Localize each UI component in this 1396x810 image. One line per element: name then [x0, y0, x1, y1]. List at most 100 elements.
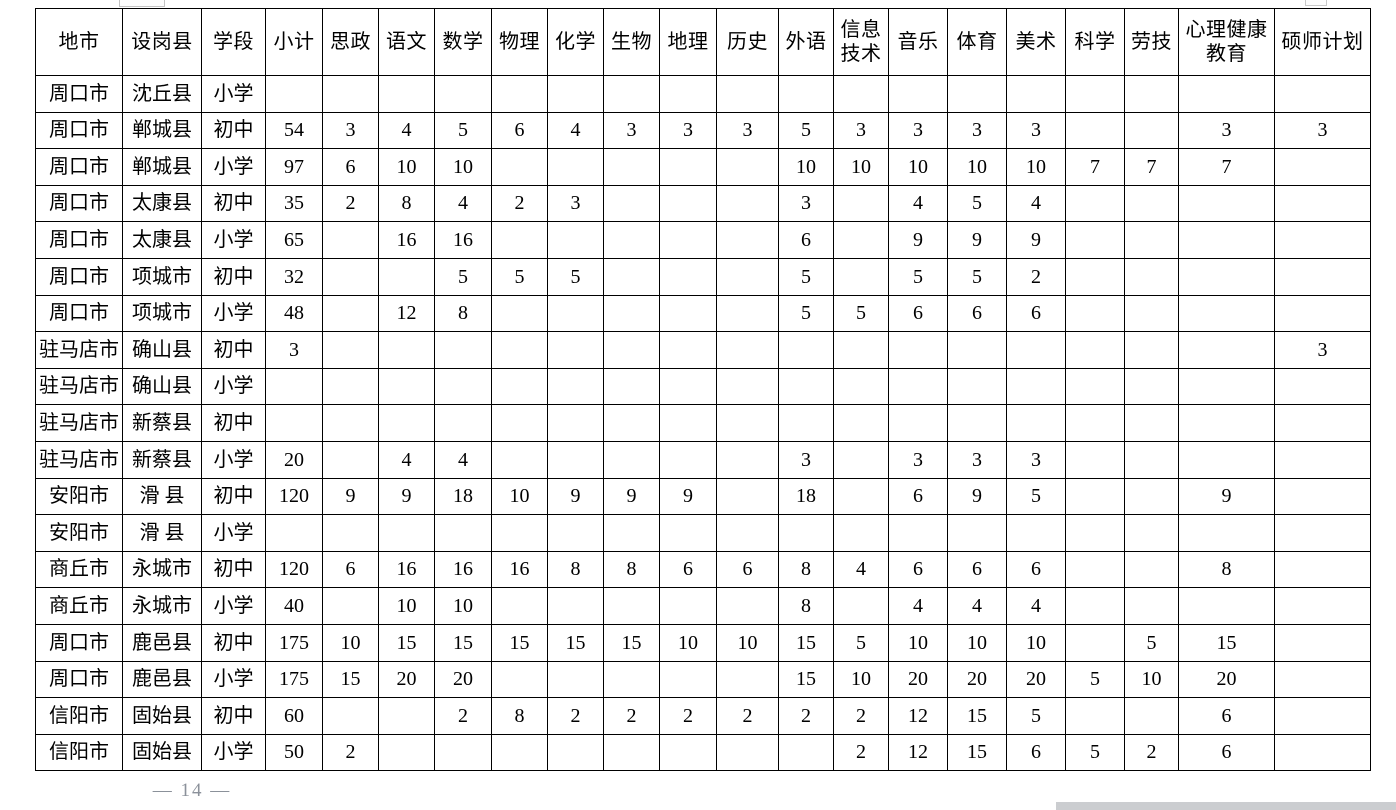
table-cell: 3 — [947, 440, 1007, 479]
table-cell: 3 — [547, 184, 604, 223]
table-cell: 20 — [1178, 660, 1275, 699]
table-cell — [434, 404, 492, 442]
table-cell: 60 — [265, 697, 323, 735]
table-cell: 驻马店市 — [35, 404, 123, 442]
table-cell: 18 — [434, 477, 492, 516]
table-cell — [659, 257, 717, 296]
table-cell: 120 — [265, 477, 323, 516]
table-cell — [1274, 367, 1371, 406]
table-cell — [547, 440, 604, 479]
table-cell — [1124, 294, 1179, 333]
table-cell: 10 — [378, 148, 435, 186]
table-cell — [716, 404, 779, 442]
table-cell: 9 — [322, 477, 379, 516]
table-cell: 10 — [888, 148, 948, 186]
table-cell — [378, 367, 435, 406]
table-cell — [1006, 331, 1066, 369]
table-cell: 12 — [888, 733, 948, 772]
table-cell: 8 — [603, 550, 660, 589]
table-cell: 65 — [265, 221, 323, 259]
table-cell — [1124, 514, 1179, 552]
table-cell — [1178, 184, 1275, 223]
column-header-1: 地市 — [35, 8, 123, 76]
table-cell — [265, 514, 323, 552]
table-cell — [659, 367, 717, 406]
table-cell: 9 — [378, 477, 435, 516]
table-cell: 6 — [1006, 294, 1066, 333]
table-cell — [1124, 440, 1179, 479]
table-cell — [378, 257, 435, 296]
column-header-19: 劳技 — [1124, 8, 1179, 76]
table-cell — [322, 294, 379, 333]
table-cell: 4 — [547, 111, 604, 150]
table-cell: 16 — [434, 221, 492, 259]
table-cell: 周口市 — [35, 184, 123, 223]
table-cell — [547, 294, 604, 333]
table-cell — [1065, 294, 1125, 333]
table-cell: 5 — [491, 257, 548, 296]
table-cell: 97 — [265, 148, 323, 186]
table-cell: 3 — [716, 111, 779, 150]
table-cell: 2 — [716, 697, 779, 735]
table-cell: 9 — [603, 477, 660, 516]
table-row-10: 驻马店市 新蔡县 初中 — [35, 404, 1371, 442]
table-cell: 3 — [947, 111, 1007, 150]
table-cell — [659, 440, 717, 479]
table-cell: 6 — [716, 550, 779, 589]
table-cell — [322, 514, 379, 552]
table-cell — [1065, 697, 1125, 735]
table-cell: 10 — [716, 623, 779, 662]
table-cell: 5 — [1065, 660, 1125, 699]
table-cell: 10 — [1006, 148, 1066, 186]
table-cell — [265, 404, 323, 442]
table-cell — [1124, 184, 1179, 223]
table-cell — [491, 514, 548, 552]
table-cell — [778, 367, 834, 406]
table-cell: 9 — [1178, 477, 1275, 516]
column-header-15: 音乐 — [888, 8, 948, 76]
table-cell — [1065, 550, 1125, 589]
table-cell: 永城市 — [122, 587, 202, 625]
table-cell: 3 — [833, 111, 889, 150]
table-cell: 项城市 — [122, 294, 202, 333]
table-cell — [491, 660, 548, 699]
table-cell: 54 — [265, 111, 323, 150]
column-header-14: 信息 技术 — [833, 8, 889, 76]
table-cell: 10 — [322, 623, 379, 662]
table-cell — [1178, 331, 1275, 369]
table-cell: 15 — [547, 623, 604, 662]
table-cell — [434, 331, 492, 369]
column-header-3: 学段 — [201, 8, 266, 76]
table-cell — [716, 221, 779, 259]
table-cell — [322, 367, 379, 406]
table-cell: 4 — [434, 184, 492, 223]
table-cell — [659, 331, 717, 369]
column-header-5: 思政 — [322, 8, 379, 76]
table-cell: 太康县 — [122, 184, 202, 223]
table-cell: 16 — [378, 221, 435, 259]
table-cell — [491, 733, 548, 772]
table-row-13: 安阳市滑 县小学 — [35, 514, 1371, 552]
table-cell: 15 — [322, 660, 379, 699]
table-cell — [1274, 257, 1371, 296]
table-cell — [716, 514, 779, 552]
table-cell: 3 — [888, 111, 948, 150]
table-cell — [1178, 404, 1275, 442]
table-row-16: 周口市 鹿邑县 初中 175 10 15 15 15 15 15 10 10 15 5 10 10 10 5 15 — [35, 623, 1371, 662]
table-cell — [265, 75, 323, 113]
table-cell — [322, 75, 379, 113]
table-cell: 确山县 — [122, 331, 202, 369]
table-cell: 18 — [778, 477, 834, 516]
table-cell: 6 — [888, 294, 948, 333]
table-cell — [1124, 331, 1179, 369]
table-cell — [716, 148, 779, 186]
table-cell — [716, 331, 779, 369]
table-cell — [1274, 184, 1371, 223]
table-cell: 郸城县 — [122, 111, 202, 150]
table-cell: 初中 — [201, 697, 266, 735]
table-cell: 初中 — [201, 257, 266, 296]
table-cell — [547, 221, 604, 259]
table-cell — [1065, 75, 1125, 113]
table-cell: 2 — [603, 697, 660, 735]
table-cell — [1124, 367, 1179, 406]
